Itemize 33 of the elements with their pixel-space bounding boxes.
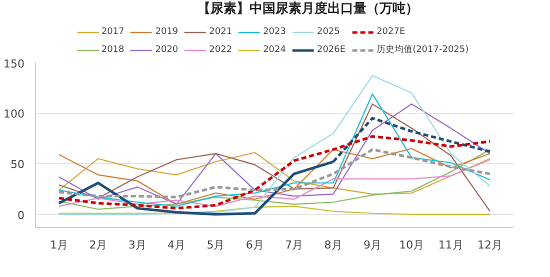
legend-label: 2021 <box>209 27 232 37</box>
legend-label: 2022 <box>209 44 232 54</box>
x-tick-label: 11月 <box>438 238 464 252</box>
line-series <box>58 206 491 215</box>
line-series <box>58 135 492 210</box>
x-tick-label: 9月 <box>363 238 382 252</box>
chart-title: 【尿素】中国尿素月度出口量（万吨） <box>198 0 418 17</box>
y-tick-label: 0 <box>18 208 24 222</box>
legend-label: 2019 <box>155 27 178 37</box>
legend-label: 2018 <box>101 44 124 54</box>
x-tick-label: 3月 <box>128 238 146 252</box>
y-tick-label: 150 <box>4 58 25 70</box>
x-tick-label: 10月 <box>399 238 424 252</box>
line-series <box>58 75 491 215</box>
y-tick-label: 100 <box>4 108 25 121</box>
x-tick-label: 2月 <box>89 238 108 252</box>
x-tick-label: 8月 <box>324 238 342 252</box>
legend-label: 历史均值(2017-2025) <box>376 44 469 56</box>
x-tick-label: 4月 <box>168 238 186 252</box>
legend-label: 2026E <box>316 44 346 54</box>
x-tick-label: 1月 <box>50 238 68 252</box>
line-series <box>58 159 491 207</box>
legend-label: 2025 <box>316 27 340 37</box>
x-tick-label: 5月 <box>206 238 225 252</box>
y-tick-label: 50 <box>10 158 25 172</box>
x-tick-label: 7月 <box>285 238 304 252</box>
legend-label: 2027E <box>376 27 406 37</box>
legend-label: 2024 <box>263 44 286 54</box>
legend-label: 2023 <box>263 27 286 37</box>
legend-label: 2017 <box>101 27 124 37</box>
x-tick-label: 6月 <box>246 238 264 252</box>
x-tick-label: 12月 <box>477 238 502 252</box>
legend-label: 2020 <box>155 44 178 54</box>
